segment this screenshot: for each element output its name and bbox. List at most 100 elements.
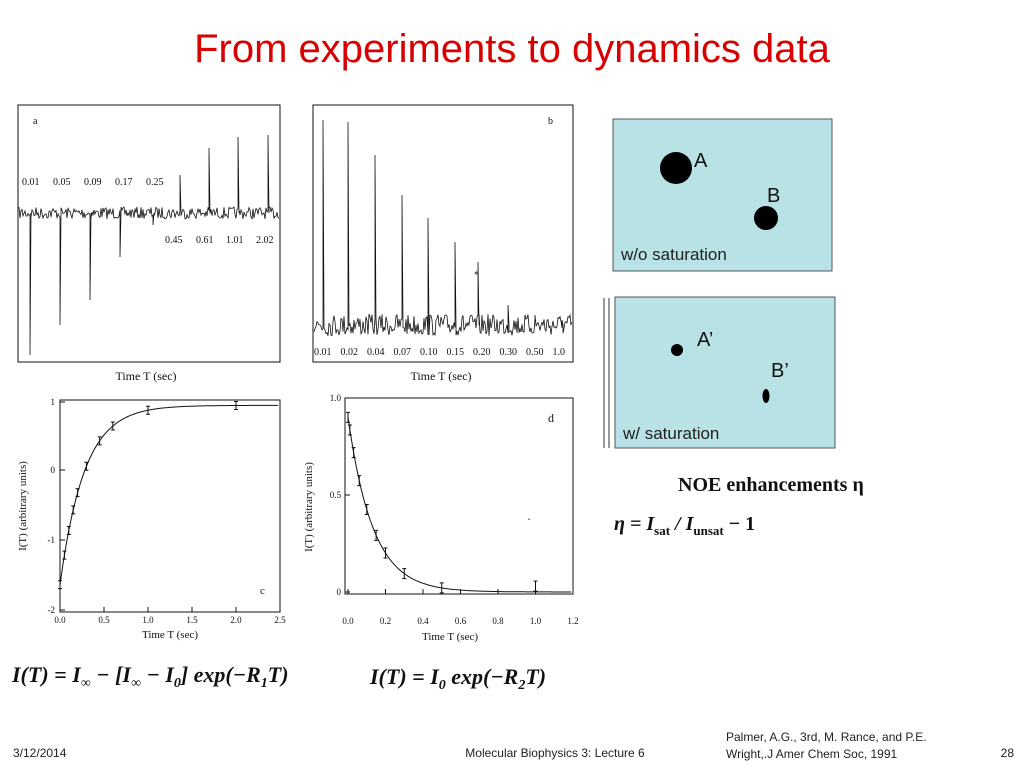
error-bar [58, 580, 62, 590]
eq-part: exp(−R [446, 664, 519, 689]
x-tick-label: 1.5 [186, 615, 198, 625]
x-tick-label: 0.2 [380, 616, 391, 626]
spectrum-a [18, 134, 280, 356]
error-bar [402, 568, 407, 580]
x-tick-label: 0.0 [342, 616, 354, 626]
error-bar [439, 582, 444, 594]
panel-c-frame [59, 399, 281, 613]
error-bar [62, 550, 67, 560]
delay-label: 1.01 [226, 235, 244, 246]
eq-sub: 1 [261, 676, 268, 691]
error-bar [71, 505, 76, 515]
y-tick-label: -2 [48, 605, 56, 615]
delay-label: 0.07 [394, 347, 412, 358]
error-bar [347, 424, 352, 436]
delay-label: 0.01 [314, 347, 332, 358]
error-bar [364, 504, 369, 516]
error-bar [357, 475, 362, 487]
y-tick-label: 0.5 [330, 490, 342, 500]
delay-label: 0.25 [146, 177, 164, 188]
delay-label: 1.0 [553, 347, 566, 358]
eq-part: T) [268, 662, 289, 687]
error-bar [351, 447, 356, 459]
noe-equation: η = Isat / Iunsat − 1 [614, 513, 755, 538]
panel-d: d · I(T) (arbitrary units) Time T (sec) [303, 411, 554, 643]
error-bar [374, 529, 379, 541]
caption: w/ saturation [622, 424, 719, 443]
equation-right: I(T) = I0 exp(−R2T) [369, 664, 546, 693]
y-tick-label: -1 [48, 535, 56, 545]
x-tick-label: 1.2 [567, 616, 578, 626]
error-bar [346, 411, 350, 423]
eq-sub: ∞ [81, 676, 91, 691]
peak-label: A [694, 150, 708, 172]
panel-d-frame [344, 397, 574, 595]
eq-part: T) [525, 664, 546, 689]
eq-sub: ∞ [131, 676, 141, 691]
x-tick-label: 2.0 [230, 615, 242, 625]
x-label: Time T (sec) [410, 369, 471, 383]
peak-a [671, 344, 683, 356]
panel-b-labels: 0.01 0.02 0.04 0.07 0.10 0.15 0.20 0.30 0.50 1.0 [314, 347, 565, 358]
panel-c: c I(T) (arbitrary units) Time T (sec) [17, 461, 265, 641]
error-bar [533, 580, 538, 592]
plot-lines [18, 119, 573, 594]
y-tick-label: 1.0 [330, 393, 342, 403]
delay-label: 2.02 [256, 235, 274, 246]
delay-label: 0.10 [420, 347, 438, 358]
footer-date: 3/12/2014 [13, 746, 67, 760]
eq-part: I(T) = I [11, 662, 82, 687]
peak-label: B’ [771, 360, 789, 382]
delay-label: 0.01 [22, 177, 40, 188]
stray-dot: · [527, 512, 531, 526]
delay-label: 0.02 [341, 347, 359, 358]
footer-course: Molecular Biophysics 3: Lecture 6 [465, 746, 645, 760]
x-tick-label: 0.6 [455, 616, 467, 626]
x-label: Time T (sec) [142, 629, 198, 641]
delay-label: 0.04 [367, 347, 385, 358]
x-tick-label: 0.0 [54, 615, 66, 625]
x-tick-label: 1.0 [530, 616, 542, 626]
delay-label: 0.09 [84, 177, 102, 188]
x-tick-label: 0.5 [98, 615, 110, 625]
eq-part: ] exp(−R [179, 662, 261, 687]
footer-page: 28 [1001, 746, 1015, 760]
eq-part: I(T) = I [369, 664, 440, 689]
noe-box-saturated [614, 296, 836, 449]
x-label: Time T (sec) [115, 369, 176, 383]
equation-left: I(T) = I∞ − [I∞ − I0] exp(−R1T) [11, 662, 289, 691]
delay-label: 0.20 [473, 347, 491, 358]
panel-a-frame [17, 104, 281, 363]
fit-curve-d [347, 417, 572, 593]
error-bar [66, 525, 71, 535]
eq-part: − 1 [724, 513, 755, 535]
eq-part: − [I [91, 662, 133, 687]
eq-sub: 2 [517, 678, 525, 693]
footer-citation: Wright,.J Amer Chem Soc, 1991 [726, 747, 898, 761]
delay-label: 0.05 [53, 177, 71, 188]
error-bar [146, 405, 150, 415]
x-tick-label: 0.4 [417, 616, 429, 626]
spectrum-b [313, 119, 573, 337]
star: * [474, 270, 479, 281]
peak-a [660, 152, 692, 184]
eq-sub: 0 [439, 678, 446, 693]
y-tick-label: 0 [337, 587, 342, 597]
error-bar [110, 421, 115, 431]
x-label: Time T (sec) [422, 631, 478, 643]
panel-label: b [548, 116, 553, 127]
panel-label: a [33, 116, 38, 127]
noe-box-unsaturated [612, 118, 833, 272]
delay-label: 0.30 [500, 347, 518, 358]
y-label: I(T) (arbitrary units) [17, 461, 29, 551]
fit-curve-c [59, 404, 279, 585]
delay-label: 0.15 [447, 347, 465, 358]
delay-label: 0.50 [526, 347, 544, 358]
error-bar [234, 400, 238, 410]
delay-label: 0.17 [115, 177, 133, 188]
panel-label: d [548, 411, 554, 425]
panel-b-frame [312, 104, 574, 363]
eq-part: − I [141, 662, 175, 687]
y-tick-label: 0 [51, 465, 56, 475]
